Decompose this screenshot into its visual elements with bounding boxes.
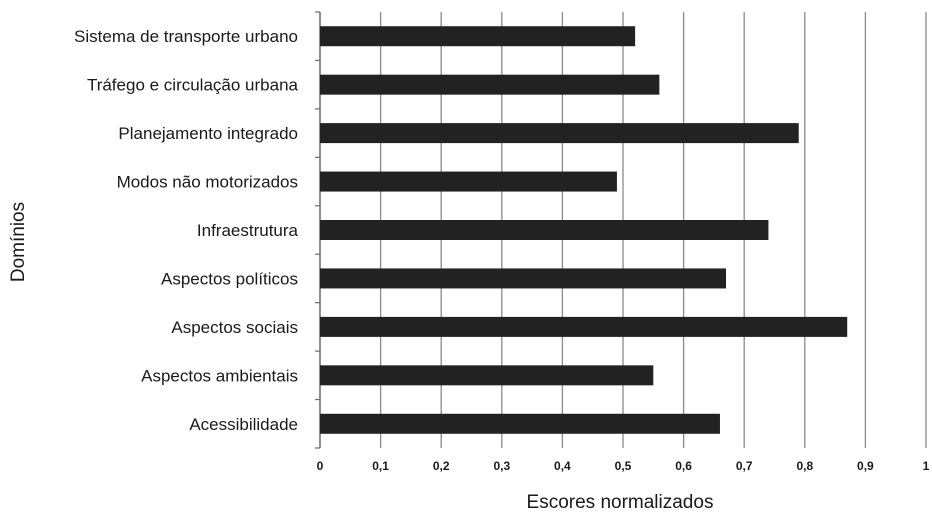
bar: [320, 316, 848, 337]
y-category-label: Aspectos sociais: [171, 318, 298, 337]
x-tick-label: 0,9: [857, 459, 874, 473]
bar: [320, 26, 636, 47]
x-tick-labels: 0 0,1 0,2 0,3 0,4 0,5 0,6 0,7 0,8 0,9 1: [317, 459, 930, 473]
x-tick-label: 0,6: [675, 459, 692, 473]
bar: [320, 123, 799, 144]
x-tick-label: 0,1: [372, 459, 389, 473]
bars: [320, 26, 848, 434]
x-tick-label: 0,2: [433, 459, 450, 473]
x-tick-label: 0,4: [554, 459, 571, 473]
y-tick-labels: Sistema de transporte urbano Tráfego e ci…: [74, 27, 299, 434]
x-tick-label: 0,5: [615, 459, 632, 473]
y-category-label: Acessibilidade: [189, 415, 298, 434]
y-category-label: Modos não motorizados: [117, 173, 298, 192]
x-tick-label: 0: [317, 459, 324, 473]
y-category-label: Sistema de transporte urbano: [74, 27, 298, 46]
bar: [320, 220, 769, 240]
y-category-label: Aspectos políticos: [161, 269, 298, 288]
x-tick-label: 1: [923, 459, 930, 473]
x-axis-title: Escores normalizados: [527, 492, 714, 513]
y-category-label: Infraestrutura: [197, 221, 299, 240]
x-tick-label: 0,3: [493, 459, 510, 473]
bar: [320, 171, 617, 192]
x-tick-label: 0,7: [736, 459, 753, 473]
x-tick-label: 0,8: [796, 459, 813, 473]
y-axis-title: Domínios: [8, 202, 29, 282]
bar: [320, 365, 654, 386]
y-category-label: Tráfego e circulação urbana: [87, 76, 299, 95]
axes: [315, 11, 321, 449]
y-category-label: Aspectos ambientais: [141, 366, 298, 385]
y-category-label: Planejamento integrado: [118, 124, 298, 143]
bar: [320, 268, 727, 289]
bar: [320, 413, 720, 434]
bar: [320, 74, 660, 95]
